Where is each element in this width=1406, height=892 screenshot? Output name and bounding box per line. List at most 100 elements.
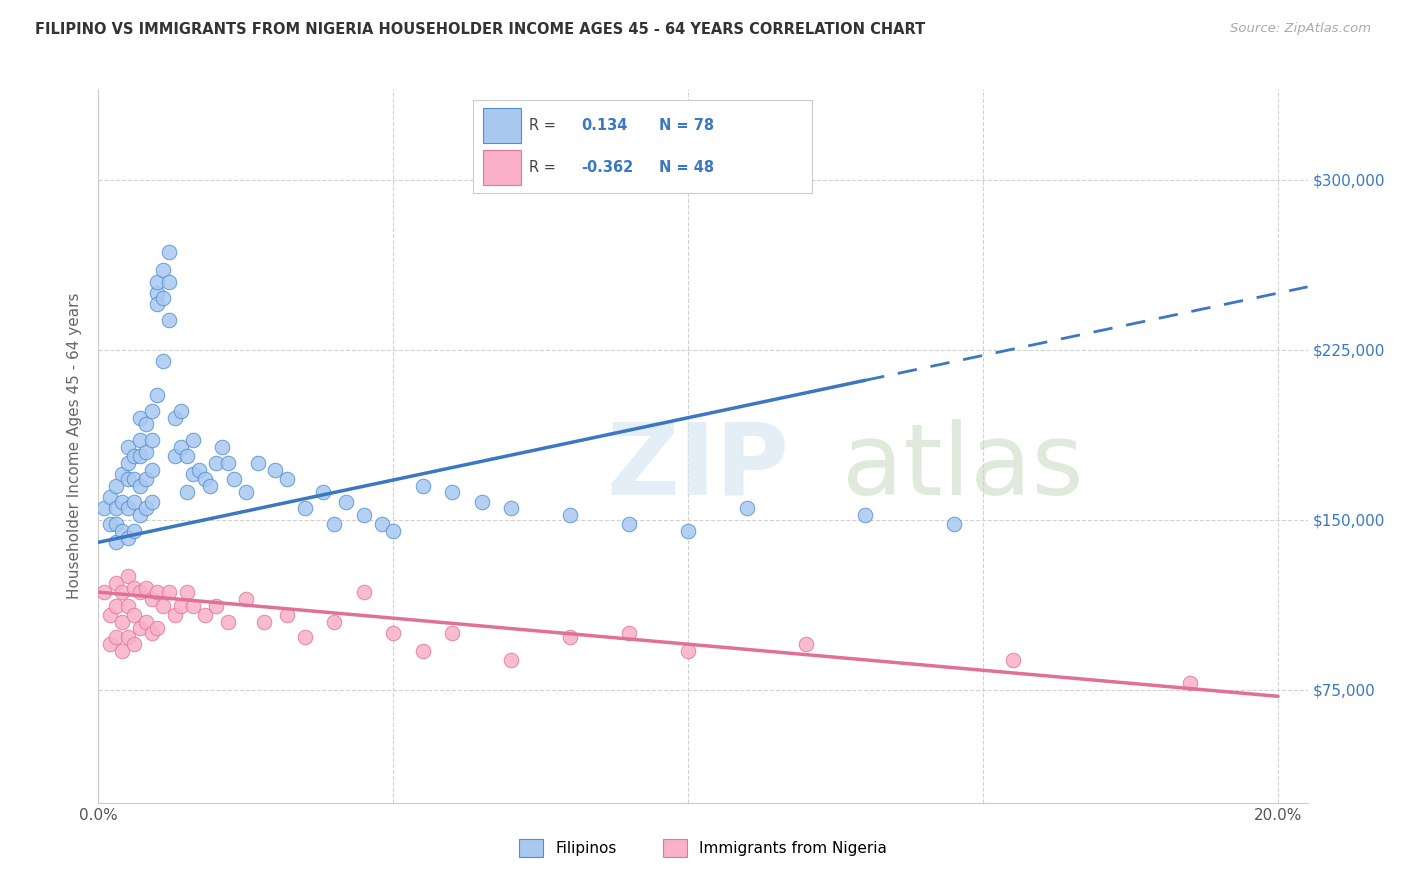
Point — [122, 449, 145, 463]
Point — [141, 434, 163, 448]
Point — [135, 444, 157, 458]
Point — [141, 463, 163, 477]
Point — [93, 585, 115, 599]
Point — [98, 607, 121, 622]
Point — [194, 607, 217, 622]
Point — [217, 615, 239, 629]
Text: ZIP: ZIP — [606, 419, 789, 516]
Point — [122, 472, 145, 486]
Point — [141, 591, 163, 606]
Point — [117, 472, 139, 486]
Point — [382, 626, 405, 640]
Point — [146, 585, 169, 599]
Point — [111, 585, 134, 599]
Y-axis label: Householder Income Ages 45 - 64 years: Householder Income Ages 45 - 64 years — [67, 293, 83, 599]
Point — [122, 494, 145, 508]
Point — [200, 478, 222, 492]
Point — [105, 478, 128, 492]
Point — [501, 501, 523, 516]
Point — [128, 434, 150, 448]
Point — [382, 524, 405, 538]
Point — [619, 517, 641, 532]
Point — [412, 644, 434, 658]
Point — [1001, 653, 1024, 667]
Point — [501, 653, 523, 667]
Point — [111, 644, 134, 658]
Point — [128, 478, 150, 492]
Point — [157, 585, 180, 599]
Point — [205, 599, 228, 613]
Point — [135, 501, 157, 516]
Point — [128, 508, 150, 522]
Point — [98, 490, 121, 504]
Point — [128, 585, 150, 599]
Point — [135, 472, 157, 486]
Point — [264, 463, 287, 477]
Point — [105, 517, 128, 532]
Point — [276, 607, 298, 622]
Point — [165, 410, 187, 425]
Point — [152, 354, 174, 368]
Point — [122, 637, 145, 651]
Point — [165, 449, 187, 463]
Point — [187, 463, 209, 477]
Point — [146, 297, 169, 311]
Point — [619, 626, 641, 640]
Point — [235, 485, 257, 500]
Point — [152, 291, 174, 305]
Point — [141, 494, 163, 508]
Point — [157, 275, 180, 289]
Point — [176, 485, 198, 500]
Point — [111, 494, 134, 508]
Point — [152, 599, 174, 613]
Point — [176, 585, 198, 599]
Point — [128, 621, 150, 635]
Point — [98, 517, 121, 532]
Point — [678, 644, 700, 658]
Point — [560, 631, 582, 645]
Point — [441, 485, 464, 500]
Point — [152, 263, 174, 277]
Point — [122, 524, 145, 538]
Point — [170, 404, 193, 418]
Text: FILIPINO VS IMMIGRANTS FROM NIGERIA HOUSEHOLDER INCOME AGES 45 - 64 YEARS CORREL: FILIPINO VS IMMIGRANTS FROM NIGERIA HOUS… — [35, 22, 925, 37]
Point — [105, 599, 128, 613]
Point — [471, 494, 494, 508]
Point — [98, 637, 121, 651]
Point — [222, 472, 245, 486]
Point — [117, 569, 139, 583]
Point — [1178, 675, 1201, 690]
Point — [276, 472, 298, 486]
Point — [105, 576, 128, 591]
Point — [353, 508, 375, 522]
Point — [942, 517, 965, 532]
Point — [111, 524, 134, 538]
Point — [323, 517, 346, 532]
Point — [117, 599, 139, 613]
Point — [205, 456, 228, 470]
Point — [235, 591, 257, 606]
Point — [560, 508, 582, 522]
Point — [117, 631, 139, 645]
Point — [294, 501, 316, 516]
Point — [146, 275, 169, 289]
Point — [117, 501, 139, 516]
Point — [122, 581, 145, 595]
Point — [141, 404, 163, 418]
Point — [170, 599, 193, 613]
Point — [135, 615, 157, 629]
Point — [111, 615, 134, 629]
Point — [105, 501, 128, 516]
Point — [93, 501, 115, 516]
Point — [181, 434, 204, 448]
Point — [128, 410, 150, 425]
Point — [335, 494, 357, 508]
Point — [246, 456, 269, 470]
Point — [181, 599, 204, 613]
Point — [794, 637, 817, 651]
Text: Source: ZipAtlas.com: Source: ZipAtlas.com — [1230, 22, 1371, 36]
Point — [370, 517, 392, 532]
Point — [353, 585, 375, 599]
Point — [128, 449, 150, 463]
Point — [252, 615, 274, 629]
